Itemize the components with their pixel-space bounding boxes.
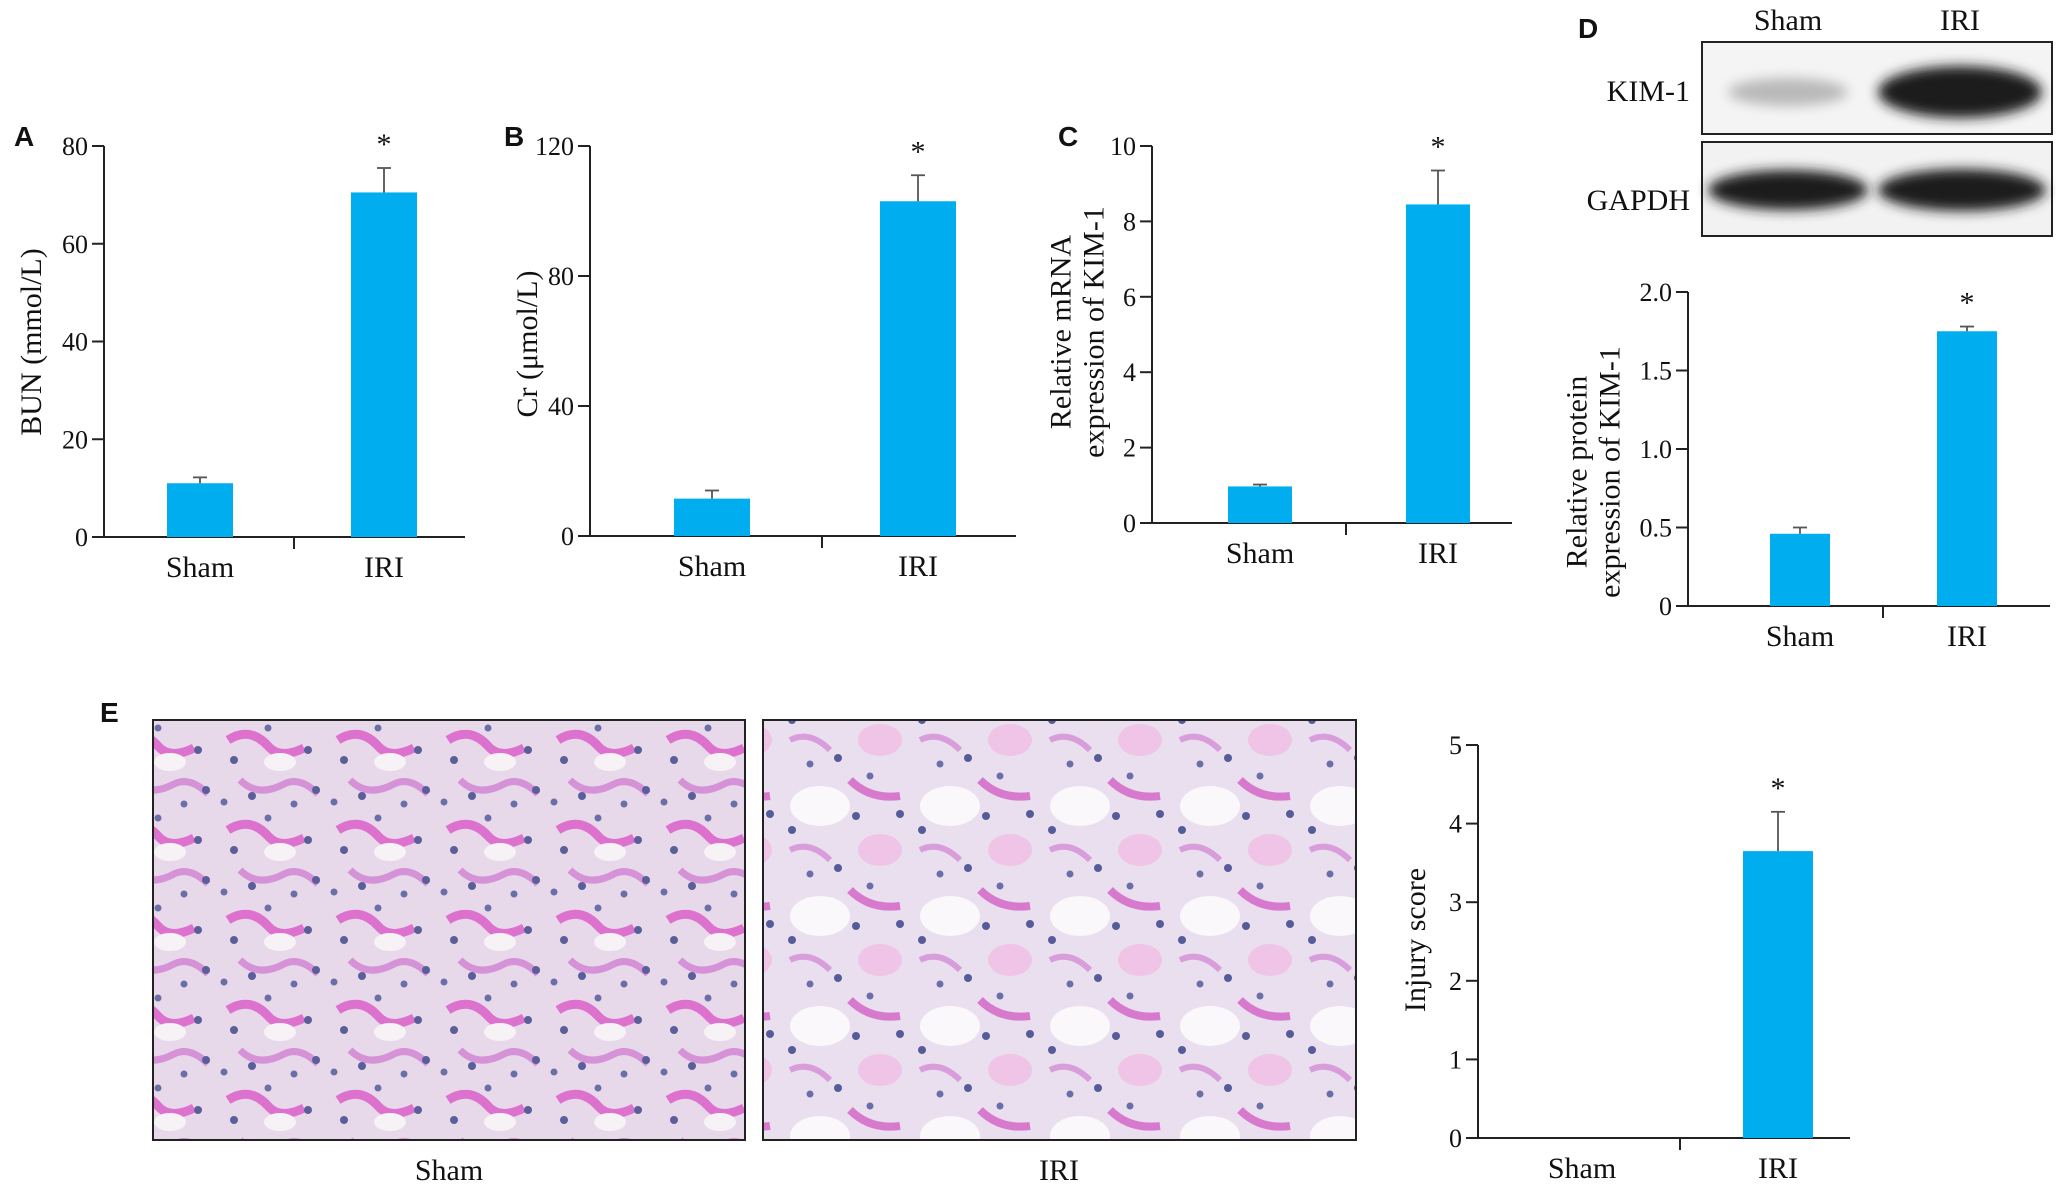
y-tick-label-c-1: 2	[1123, 434, 1136, 463]
y-tick-label-b-2: 80	[548, 262, 574, 291]
panel-letter-e: E	[100, 697, 119, 728]
y-tick-label-a-1: 20	[62, 425, 88, 454]
y-tick-label-a-2: 40	[62, 328, 88, 357]
significance-star-d: *	[1960, 287, 1975, 320]
bar-c-iri	[1406, 204, 1470, 523]
y-tick-label-d-1: 0.5	[1640, 514, 1673, 543]
panel-letter-b: B	[504, 121, 524, 152]
micrograph-caption-iri: IRI	[1039, 1154, 1079, 1187]
blot-gapdh-band-iri	[1878, 169, 2046, 211]
y-axis-label-d-line-1: expression of KIM-1	[1593, 346, 1626, 598]
significance-star-b: *	[911, 135, 926, 168]
y-axis-label-a: BUN (mmol/L)	[15, 248, 48, 436]
category-label-d-iri: IRI	[1947, 620, 1987, 653]
y-tick-label-e-1: 1	[1449, 1045, 1462, 1074]
category-label-b-iri: IRI	[898, 550, 938, 583]
bar-d-iri	[1937, 331, 1997, 606]
category-label-b-sham: Sham	[678, 550, 746, 583]
bar-c-sham	[1228, 486, 1292, 523]
bar-a-sham	[167, 483, 233, 537]
bar-a-iri	[351, 192, 417, 537]
category-label-d-sham: Sham	[1766, 620, 1834, 653]
y-axis-label-c-line-0: Relative mRNA	[1044, 235, 1077, 429]
y-axis-label-c-line-1: expression of KIM-1	[1077, 206, 1110, 458]
bar-b-iri	[880, 201, 956, 536]
y-tick-label-d-2: 1.0	[1640, 435, 1673, 464]
category-label-e-iri: IRI	[1758, 1152, 1798, 1185]
y-tick-label-d-4: 2.0	[1640, 278, 1673, 307]
category-label-a-sham: Sham	[166, 551, 234, 584]
y-tick-label-b-1: 40	[548, 392, 574, 421]
y-tick-label-d-0: 0	[1659, 592, 1672, 621]
category-label-e-sham: Sham	[1548, 1152, 1616, 1185]
chart-injury-score: 0 1 2 3 4 5 Sham * IRI Injury score	[1399, 731, 1850, 1185]
blot-gapdh-band-sham	[1708, 170, 1868, 210]
y-tick-label-e-2: 2	[1449, 967, 1462, 996]
chart-kim1-protein: 0 0.5 1.0 1.5 2.0 Sham * IRI Relative protein exp…	[1560, 278, 2050, 653]
category-label-c-iri: IRI	[1418, 537, 1458, 570]
blot-row-label-kim1: KIM-1	[1607, 75, 1690, 108]
y-tick-label-e-4: 4	[1449, 810, 1462, 839]
histology: Sham IRI	[152, 719, 1357, 1187]
category-label-a-iri: IRI	[364, 551, 404, 584]
bar-b-sham	[674, 498, 750, 536]
y-tick-label-a-4: 80	[62, 132, 88, 161]
significance-star-a: *	[377, 128, 392, 161]
bar-d-sham	[1770, 533, 1830, 606]
y-tick-label-a-0: 0	[75, 523, 88, 552]
y-axis-label-e: Injury score	[1399, 868, 1432, 1012]
blot-kim1-band-sham	[1728, 78, 1848, 106]
y-tick-label-a-3: 60	[62, 230, 88, 259]
y-tick-label-b-0: 0	[561, 522, 574, 551]
blot-kim1-band-iri	[1878, 66, 2042, 118]
blot-lane-label-sham: Sham	[1754, 4, 1822, 37]
blot-row-label-gapdh: GAPDH	[1587, 184, 1690, 217]
western-blot: Sham IRI KIM-1 GAPDH	[1587, 4, 2053, 237]
bar-e-iri	[1743, 851, 1813, 1138]
panel-letter-a: A	[14, 121, 34, 152]
y-tick-label-c-3: 6	[1123, 283, 1136, 312]
y-tick-label-d-3: 1.5	[1640, 357, 1673, 386]
y-tick-label-e-5: 5	[1449, 731, 1462, 760]
chart-kim1-mrna: 0 2 4 6 8 10 Sham * IRI Relative mRNA expression o…	[1044, 131, 1512, 570]
y-axis-label-d-line-0: Relative protein	[1560, 376, 1593, 568]
y-tick-label-e-3: 3	[1449, 888, 1462, 917]
chart-bun: 0 20 40 60 80 Sham * IRI BUN (mmol/L)	[15, 128, 465, 584]
significance-star-e: *	[1771, 772, 1786, 805]
y-tick-label-c-5: 10	[1110, 132, 1136, 161]
micrograph-caption-sham: Sham	[415, 1154, 483, 1187]
panel-letter-d: D	[1578, 13, 1598, 44]
y-tick-label-b-3: 120	[535, 132, 574, 161]
y-tick-label-c-4: 8	[1123, 207, 1136, 236]
micrograph-iri	[762, 719, 1357, 1141]
significance-star-c: *	[1431, 131, 1446, 164]
micrograph-sham	[152, 719, 746, 1141]
y-axis-label-b: Cr (μmol/L)	[511, 271, 544, 418]
y-tick-label-c-2: 4	[1123, 358, 1136, 387]
category-label-c-sham: Sham	[1226, 537, 1294, 570]
panel-letter-c: C	[1058, 121, 1078, 152]
y-tick-label-e-0: 0	[1449, 1124, 1462, 1153]
blot-lane-label-iri: IRI	[1940, 4, 1980, 37]
chart-creatinine: 0 40 80 120 Sham * IRI Cr (μmol/L)	[511, 132, 1016, 583]
y-tick-label-c-0: 0	[1123, 509, 1136, 538]
